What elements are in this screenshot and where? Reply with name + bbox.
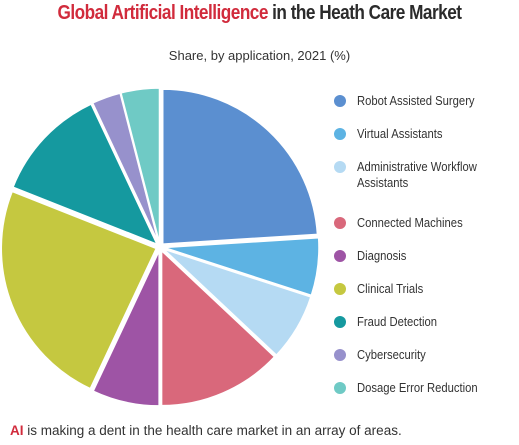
pie-slice-diagnosis: [92, 250, 160, 407]
legend-swatch: [334, 283, 346, 295]
legend-item: Diagnosis: [334, 248, 519, 264]
pie-slice-dosage-error-reduction: [120, 87, 161, 244]
legend-swatch: [334, 316, 346, 328]
caption-text: is making a dent in the health care mark…: [23, 423, 402, 438]
pie-slice-virtual-assistants: [163, 236, 320, 297]
chart-title-rest: in the Heath Care Market: [267, 2, 462, 24]
legend-swatch: [334, 349, 346, 361]
legend-item: Fraud Detection: [334, 314, 519, 330]
legend-label: Dosage Error Reduction: [357, 381, 478, 395]
legend-swatch: [334, 128, 346, 140]
caption: AI is making a dent in the health care m…: [10, 423, 402, 438]
legend-label: Administrative Workflow Assistants: [357, 160, 477, 190]
legend-item: Administrative Workflow Assistants: [334, 159, 507, 191]
legend-item: Cybersecurity: [334, 347, 519, 363]
legend-swatch: [334, 382, 346, 394]
legend-label: Cybersecurity: [357, 348, 426, 362]
pie-slice-robot-assisted-surgery: [161, 88, 319, 245]
legend-swatch: [334, 95, 346, 107]
chart-subtitle: Share, by application, 2021 (%): [168, 48, 351, 63]
pie-slice-connected-machines: [160, 248, 276, 407]
legend-swatch: [334, 250, 346, 262]
legend-item: Connected Machines: [334, 215, 519, 231]
caption-lead: AI: [10, 423, 24, 438]
legend-swatch: [334, 161, 346, 173]
legend-label: Robot Assisted Surgery: [357, 94, 475, 108]
legend-label: Diagnosis: [357, 249, 407, 263]
legend-item: Clinical Trials: [334, 281, 519, 297]
pie-slice-administrative-workflow-assistants: [162, 248, 312, 357]
pie-slice-cybersecurity: [91, 92, 160, 244]
legend-item: Dosage Error Reduction: [334, 380, 519, 396]
legend-label: Connected Machines: [357, 216, 463, 230]
legend-label: Fraud Detection: [357, 315, 438, 329]
chart-title: Global Artificial Intelligence in the He…: [36, 2, 482, 25]
legend-item: Virtual Assistants: [334, 126, 519, 142]
pie-slice-clinical-trials: [0, 190, 158, 390]
legend-label: Virtual Assistants: [357, 127, 443, 141]
pie-slice-fraud-detection: [11, 103, 159, 246]
legend-swatch: [334, 217, 346, 229]
legend-label: Clinical Trials: [357, 282, 424, 296]
pie-chart: [0, 87, 320, 407]
legend-item: Robot Assisted Surgery: [334, 93, 519, 109]
chart-title-highlight: Global Artificial Intelligence: [57, 2, 269, 24]
